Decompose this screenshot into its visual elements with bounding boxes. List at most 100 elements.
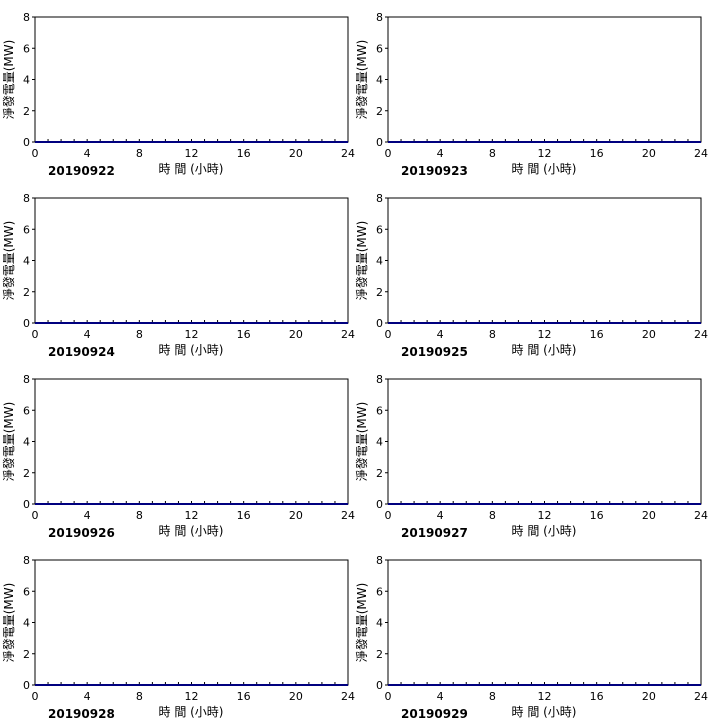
x-tick-label: 20: [642, 328, 656, 341]
y-tick-label: 2: [376, 286, 383, 299]
x-tick-label: 16: [590, 147, 604, 160]
y-tick-label: 8: [23, 373, 30, 386]
y-tick-label: 4: [376, 255, 383, 268]
x-tick-label: 24: [341, 690, 355, 703]
x-tick-label: 20: [289, 328, 303, 341]
y-tick-label: 8: [376, 554, 383, 567]
y-tick-label: 6: [376, 404, 383, 417]
y-tick-label: 6: [376, 223, 383, 236]
x-tick-label: 24: [694, 509, 708, 522]
plot-frame: [34, 378, 349, 505]
x-tick-label: 4: [84, 328, 91, 341]
plot-frame: [34, 559, 349, 686]
x-tick-label: 24: [341, 328, 355, 341]
y-tick-label: 2: [376, 467, 383, 480]
x-tick-label: 0: [385, 147, 392, 160]
x-tick-label: 16: [237, 328, 251, 341]
x-tick-label: 8: [489, 690, 496, 703]
plot-frame: [34, 16, 349, 143]
x-tick-label: 24: [341, 509, 355, 522]
x-tick-label: 16: [237, 509, 251, 522]
x-tick-label: 0: [32, 328, 39, 341]
y-tick-label: 2: [23, 648, 30, 661]
y-tick-label: 2: [23, 105, 30, 118]
y-tick-label: 6: [23, 585, 30, 598]
y-tick-label: 8: [376, 373, 383, 386]
date-label: 20190928: [48, 707, 115, 720]
x-tick-label: 20: [289, 690, 303, 703]
x-tick-label: 12: [538, 509, 552, 522]
x-tick-label: 4: [84, 147, 91, 160]
y-tick-label: 6: [23, 223, 30, 236]
plot-frame: [34, 197, 349, 324]
y-axis-title: 淨發電量(MW): [354, 221, 369, 301]
y-tick-label: 0: [23, 498, 30, 511]
y-tick-label: 6: [23, 42, 30, 55]
x-tick-label: 8: [489, 147, 496, 160]
y-tick-label: 0: [23, 679, 30, 692]
x-tick-label: 4: [437, 690, 444, 703]
x-tick-label: 20: [289, 509, 303, 522]
y-tick-label: 0: [23, 136, 30, 149]
x-tick-label: 0: [385, 690, 392, 703]
x-tick-label: 16: [590, 690, 604, 703]
x-tick-label: 8: [136, 328, 143, 341]
plot-frame: [387, 16, 702, 143]
y-axis-title: 淨發電量(MW): [1, 583, 16, 663]
x-tick-label: 12: [538, 328, 552, 341]
x-tick-label: 8: [136, 509, 143, 522]
y-tick-label: 2: [376, 648, 383, 661]
y-tick-label: 8: [376, 192, 383, 205]
y-tick-label: 2: [23, 286, 30, 299]
y-tick-label: 4: [23, 74, 30, 87]
x-axis-title: 時 間 (小時): [512, 343, 577, 357]
y-tick-label: 4: [23, 617, 30, 630]
x-tick-label: 20: [289, 147, 303, 160]
y-tick-label: 6: [376, 42, 383, 55]
x-tick-label: 20: [642, 690, 656, 703]
x-tick-label: 16: [590, 509, 604, 522]
x-tick-label: 4: [84, 509, 91, 522]
y-tick-label: 0: [376, 679, 383, 692]
x-tick-label: 0: [32, 147, 39, 160]
x-tick-label: 8: [136, 147, 143, 160]
y-axis-title: 淨發電量(MW): [354, 583, 369, 663]
x-axis-title: 時 間 (小時): [159, 705, 224, 719]
x-tick-label: 0: [385, 509, 392, 522]
plot-frame: [387, 378, 702, 505]
x-tick-label: 4: [437, 147, 444, 160]
x-tick-label: 24: [341, 147, 355, 160]
x-tick-label: 0: [32, 509, 39, 522]
x-tick-label: 24: [694, 328, 708, 341]
y-tick-label: 4: [23, 436, 30, 449]
x-tick-label: 12: [185, 328, 199, 341]
x-tick-label: 12: [185, 147, 199, 160]
y-tick-label: 4: [376, 436, 383, 449]
y-tick-label: 8: [23, 11, 30, 24]
y-axis-title: 淨發電量(MW): [1, 40, 16, 120]
y-tick-label: 4: [376, 74, 383, 87]
x-tick-label: 12: [538, 690, 552, 703]
y-tick-label: 2: [376, 105, 383, 118]
x-tick-label: 12: [185, 509, 199, 522]
date-label: 20190924: [48, 345, 115, 359]
plot-frame: [387, 197, 702, 324]
date-label: 20190927: [401, 526, 468, 540]
y-axis-title: 淨發電量(MW): [354, 402, 369, 482]
x-tick-label: 12: [538, 147, 552, 160]
x-tick-label: 20: [642, 147, 656, 160]
date-label: 20190923: [401, 164, 468, 178]
x-tick-label: 16: [237, 690, 251, 703]
x-tick-label: 20: [642, 509, 656, 522]
y-tick-label: 6: [23, 404, 30, 417]
y-tick-label: 4: [376, 617, 383, 630]
